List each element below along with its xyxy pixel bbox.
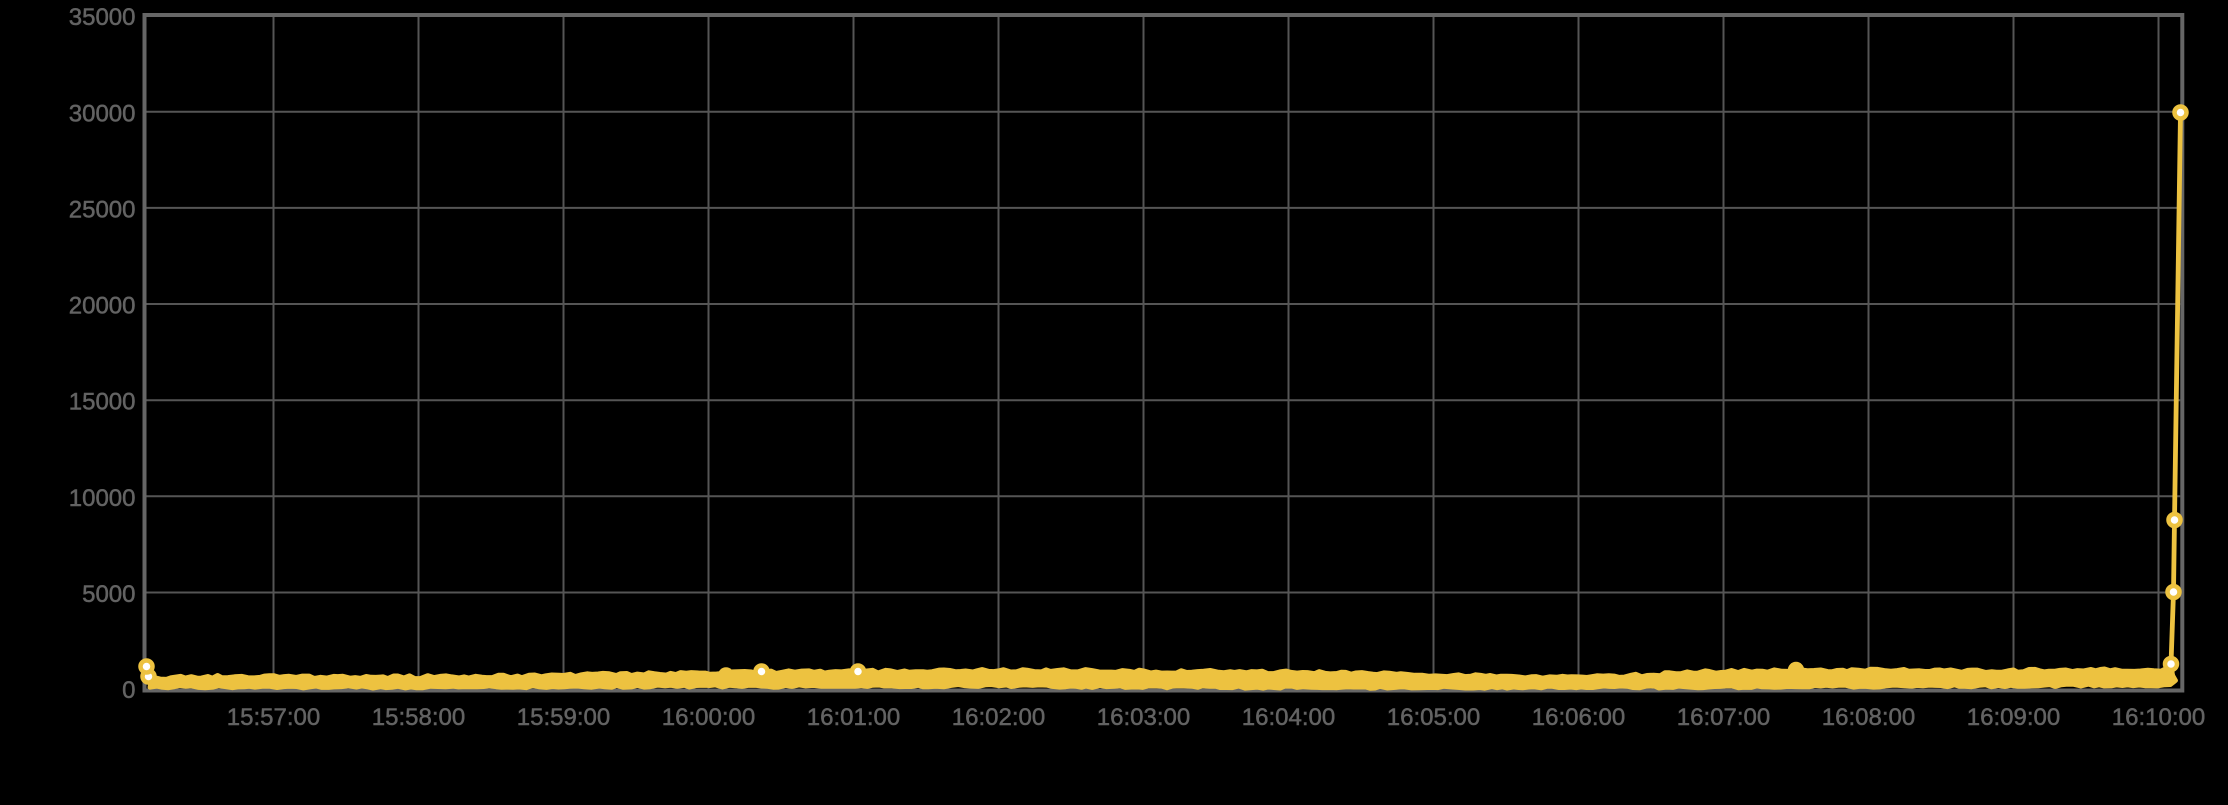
svg-text:15000: 15000 (69, 389, 136, 416)
svg-text:16:08:00: 16:08:00 (1822, 704, 1915, 731)
svg-text:0: 0 (122, 677, 135, 704)
svg-text:16:01:00: 16:01:00 (807, 704, 900, 731)
svg-text:16:05:00: 16:05:00 (1387, 704, 1480, 731)
svg-text:16:09:00: 16:09:00 (1967, 704, 2060, 731)
svg-text:15:59:00: 15:59:00 (517, 704, 610, 731)
svg-text:30000: 30000 (69, 100, 136, 127)
svg-text:16:00:00: 16:00:00 (662, 704, 755, 731)
svg-text:16:06:00: 16:06:00 (1532, 704, 1625, 731)
svg-text:16:10:00: 16:10:00 (2112, 704, 2205, 731)
svg-text:35000: 35000 (69, 4, 136, 31)
svg-text:16:04:00: 16:04:00 (1242, 704, 1335, 731)
svg-text:20000: 20000 (69, 293, 136, 320)
svg-text:16:03:00: 16:03:00 (1097, 704, 1190, 731)
svg-text:10000: 10000 (69, 485, 136, 512)
svg-text:15:58:00: 15:58:00 (372, 704, 465, 731)
svg-text:15:57:00: 15:57:00 (227, 704, 320, 731)
svg-text:25000: 25000 (69, 196, 136, 223)
svg-text:5000: 5000 (82, 581, 135, 608)
svg-text:16:02:00: 16:02:00 (952, 704, 1045, 731)
svg-text:16:07:00: 16:07:00 (1677, 704, 1770, 731)
